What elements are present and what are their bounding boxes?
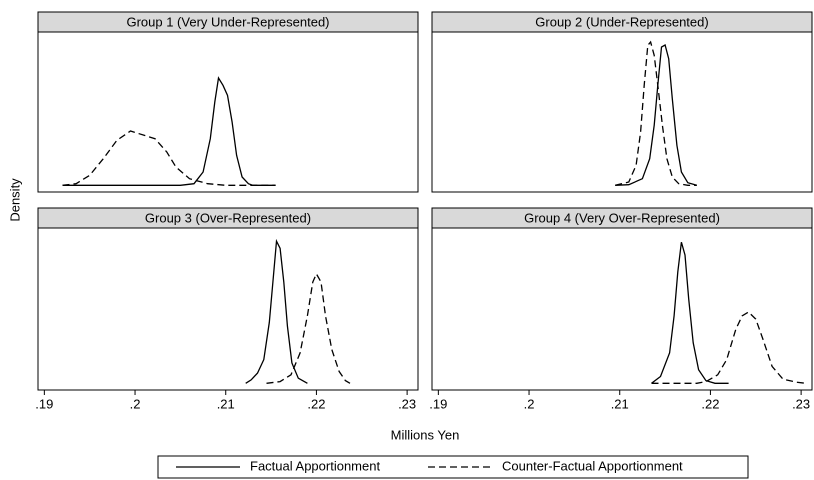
x-tick-label: .21 (611, 396, 629, 411)
plot-frame (431, 227, 813, 391)
plot-frame (37, 31, 419, 193)
panel-title: Group 1 (Very Under-Represented) (126, 14, 329, 29)
legend-label: Factual Apportionment (250, 458, 380, 473)
panel-title: Group 3 (Over-Represented) (145, 210, 311, 225)
plot-frame (37, 227, 419, 391)
x-tick-label: .22 (701, 396, 719, 411)
panel-title: Group 4 (Very Over-Represented) (524, 210, 720, 225)
x-tick-label: .21 (217, 396, 235, 411)
y-axis-label: Density (7, 178, 22, 222)
density-line (245, 238, 308, 384)
density-line (615, 44, 697, 186)
x-axis-label: Millions Yen (391, 427, 460, 442)
x-tick-label: .23 (398, 396, 416, 411)
x-tick-label: .2 (524, 396, 535, 411)
x-tick-label: .23 (792, 396, 810, 411)
density-line (266, 272, 351, 384)
x-tick-label: .2 (130, 396, 141, 411)
density-line (651, 311, 806, 384)
density-line (615, 40, 697, 186)
x-tick-label: .19 (35, 396, 53, 411)
density-line (651, 242, 729, 384)
legend-label: Counter-Factual Apportionment (502, 458, 683, 473)
panel-title: Group 2 (Under-Represented) (535, 14, 708, 29)
plot-frame (431, 31, 813, 193)
x-tick-label: .22 (307, 396, 325, 411)
x-tick-label: .19 (429, 396, 447, 411)
density-line (62, 76, 276, 186)
density-line (62, 130, 276, 186)
